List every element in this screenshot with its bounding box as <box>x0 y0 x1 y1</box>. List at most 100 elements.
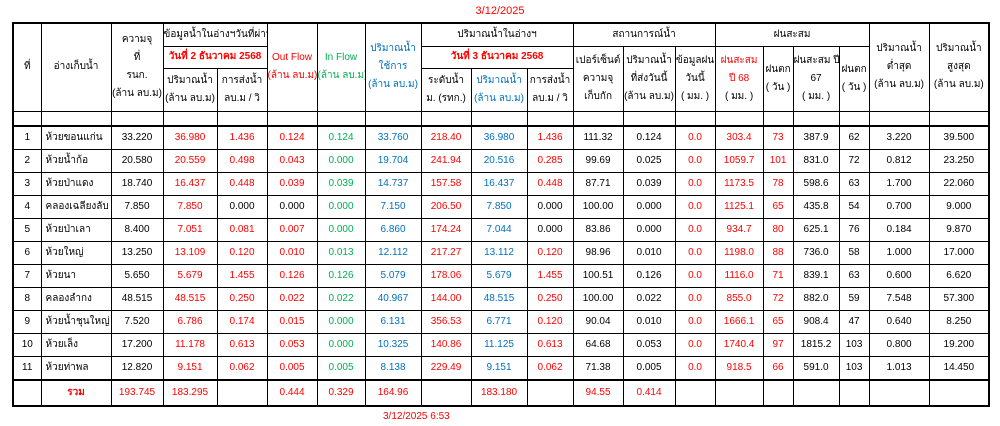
table-cell: 0.613 <box>216 332 268 357</box>
table-cell: 0.285 <box>526 148 574 173</box>
col-header-level: ระดับน้ำ ม. (รทก.) <box>420 67 472 112</box>
table-cell: 7.044 <box>470 217 528 242</box>
table-cell: 94.55 <box>572 378 624 406</box>
table-cell: 14.450 <box>928 355 990 380</box>
table-cell: 157.58 <box>420 171 472 196</box>
table-cell: 934.7 <box>714 217 764 242</box>
spacer-row <box>12 110 990 127</box>
table-cell: 40.967 <box>364 286 422 311</box>
table-cell: 8 <box>12 286 42 311</box>
table-cell: 6.771 <box>470 309 528 334</box>
table-cell: 1.700 <box>868 171 930 196</box>
table-cell: 1.000 <box>868 240 930 265</box>
table-cell: 2 <box>12 148 42 173</box>
table-cell: 10.325 <box>364 332 422 357</box>
table-cell: 0.013 <box>316 240 366 265</box>
table-cell: 625.1 <box>792 217 840 242</box>
table-cell: 65 <box>762 309 794 334</box>
table-cell: 54 <box>838 194 870 219</box>
table-cell: 19.704 <box>364 148 422 173</box>
table-cell: 101 <box>762 148 794 173</box>
table-cell: 1198.0 <box>714 240 764 265</box>
table-cell: 855.0 <box>714 286 764 311</box>
table-cell: คลองลำกง <box>40 286 112 311</box>
table-cell: 20.516 <box>470 148 528 173</box>
table-cell: ห้วยป่าเลา <box>40 217 112 242</box>
table-cell: 5.679 <box>162 263 218 288</box>
table-row: 3 ห้วยป่าแดง 18.740 16.437 0.448 0.039 0.039 14… <box>12 171 990 196</box>
table-cell: 918.5 <box>714 355 764 380</box>
table-cell: 72 <box>762 286 794 311</box>
table-cell <box>12 378 42 406</box>
table-cell: 0.062 <box>216 355 268 380</box>
col-header-rain-68: ฝนสะสม ปี 68 ( มม. ) <box>714 45 764 112</box>
table-cell: 0.700 <box>868 194 930 219</box>
table-cell: 0.126 <box>316 263 366 288</box>
table-cell: 63 <box>838 263 870 288</box>
table-cell: 387.9 <box>792 125 840 150</box>
table-cell: 7.548 <box>868 286 930 311</box>
table-cell: 0.0 <box>674 125 716 150</box>
table-cell: 7 <box>12 263 42 288</box>
col-header-d3-send: การส่งน้ำ ลบ.ม / วิ <box>526 67 574 112</box>
table-cell: 183.180 <box>470 378 528 406</box>
table-cell: 1666.1 <box>714 309 764 334</box>
table-cell: 19.200 <box>928 332 990 357</box>
table-cell <box>838 378 870 406</box>
col-header-usable-volume: ปริมาณน้ำ ใช้การ (ล้าน ลบ.ม) <box>364 22 422 112</box>
table-cell: 0.010 <box>622 309 676 334</box>
table-cell: 0.0 <box>674 355 716 380</box>
table-row: 2 ห้วยน้ำก้อ 20.580 20.559 0.498 0.043 0.000 19… <box>12 148 990 173</box>
table-cell: 0.053 <box>622 332 676 357</box>
table-cell: 88 <box>762 240 794 265</box>
table-cell: 0.000 <box>316 309 366 334</box>
table-cell: ห้วยป่าแดง <box>40 171 112 196</box>
table-cell: 435.8 <box>792 194 840 219</box>
table-row: 4 คลองเฉลียงลับ 7.850 7.850 0.000 0.000 0.000 7… <box>12 194 990 219</box>
table-cell: 303.4 <box>714 125 764 150</box>
table-cell: 0.329 <box>316 378 366 406</box>
table-row: 1 ห้วยขอนแก่น 33.220 36.980 1.436 0.124 0.124 3… <box>12 125 990 150</box>
table-cell: 16.437 <box>162 171 218 196</box>
group-header-today: ปริมาณน้ำในอ่างฯ <box>420 22 574 47</box>
table-cell: 0.005 <box>622 355 676 380</box>
table-cell: 0.0 <box>674 240 716 265</box>
col-header-d2-volume: ปริมาณน้ำ (ล้าน ลบ.ม) <box>162 67 218 112</box>
table-cell: 0.005 <box>316 355 366 380</box>
table-cell: 65 <box>762 194 794 219</box>
table-cell: 174.24 <box>420 217 472 242</box>
table-cell: 33.760 <box>364 125 422 150</box>
table-cell: 0.010 <box>266 240 318 265</box>
table-cell: 98.96 <box>572 240 624 265</box>
table-cell: 13.250 <box>110 240 164 265</box>
table-cell: 9.000 <box>928 194 990 219</box>
table-cell: 62 <box>838 125 870 150</box>
table-cell: 0.062 <box>526 355 574 380</box>
table-cell: 7.850 <box>162 194 218 219</box>
table-cell: 103 <box>838 332 870 357</box>
table-cell: 1.013 <box>868 355 930 380</box>
table-cell: 0.022 <box>316 286 366 311</box>
table-cell: 48.515 <box>110 286 164 311</box>
col-header-in-flow: In Flow (ล้าน ลบ.ม) <box>316 22 366 112</box>
table-cell: 111.32 <box>572 125 624 150</box>
table-cell: 1 <box>12 125 42 150</box>
table-cell: คลองเฉลียงลับ <box>40 194 112 219</box>
table-cell: 6.131 <box>364 309 422 334</box>
table-cell: 0.800 <box>868 332 930 357</box>
table-row: 9 ห้วยน้ำชุนใหญ่ 7.520 6.786 0.174 0.015 0.000… <box>12 309 990 334</box>
table-cell: 5.679 <box>470 263 528 288</box>
table-cell <box>928 378 990 406</box>
table-cell: 0.126 <box>266 263 318 288</box>
table-cell: 0.124 <box>266 125 318 150</box>
table-cell: 0.005 <box>266 355 318 380</box>
table-cell: 6.860 <box>364 217 422 242</box>
table-cell: 66 <box>762 355 794 380</box>
table-cell <box>526 378 574 406</box>
table-cell: 0.640 <box>868 309 930 334</box>
table-cell: 0.0 <box>674 217 716 242</box>
table-cell: 241.94 <box>420 148 472 173</box>
table-cell: 5 <box>12 217 42 242</box>
table-cell: 0.025 <box>622 148 676 173</box>
table-cell: 17.000 <box>928 240 990 265</box>
